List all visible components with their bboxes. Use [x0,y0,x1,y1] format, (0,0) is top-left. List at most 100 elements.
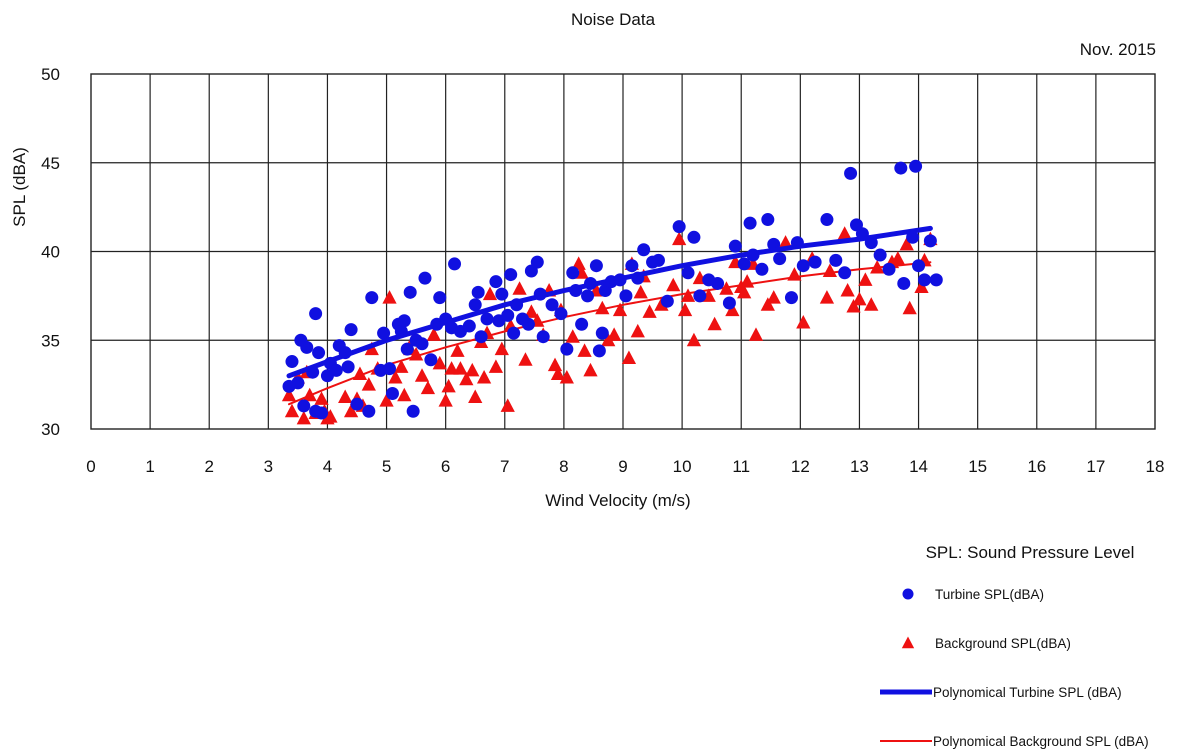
y-axis-label: SPL (dBA) [10,147,29,227]
background-spl-point [607,327,622,341]
background-spl-point [450,343,465,357]
background-spl-point [302,387,317,402]
background-spl-point [748,327,764,341]
background-spl-point [343,403,359,418]
background-spl-point [465,362,480,377]
background-spl-point [686,332,702,347]
background-spl-point [323,409,338,423]
turbine-spl-point [838,266,852,280]
background-spl-point [559,370,574,384]
background-spl-point [822,263,838,278]
turbine-spl-point [424,353,438,367]
background-spl-point [707,316,722,331]
background-spl-point [630,323,645,338]
background-spl-point [914,279,929,293]
turbine-spl-point [728,239,742,253]
background-spl-point [441,378,456,393]
turbine-spl-point [755,262,769,276]
turbine-spl-point [589,259,603,273]
grid-lines [91,74,1155,429]
background-spl-point [858,272,873,286]
chart-title: Noise Data [571,10,656,29]
turbine-spl-point [495,287,509,301]
turbine-spl-point [784,291,798,305]
turbine-spl-point [489,275,503,289]
turbine-spl-point [595,326,609,340]
turbine-spl-point [761,213,775,227]
x-tick-label: 17 [1086,457,1105,476]
turbine-spl-point [462,319,476,333]
turbine-spl-point [873,248,887,262]
turbine-spl-point [377,326,391,340]
background-spl-point [902,300,917,315]
x-tick-label: 2 [204,457,213,476]
y-tick-label: 45 [41,154,60,173]
background-spl-point [595,300,610,315]
background-spl-point [719,281,734,295]
turbine-spl-point [651,253,665,267]
background-spl-point [518,352,533,366]
background-spl-point [654,297,669,311]
turbine-spl-point [681,266,695,280]
legend-label: Turbine SPL(dBA) [935,587,1044,602]
x-tick-label: 12 [791,457,810,476]
turbine-spl-point [566,266,580,280]
turbine-spl-point [504,268,518,282]
turbine-spl-point [693,289,707,303]
turbine-spl-point [660,294,674,308]
turbine-spl-point [403,285,417,299]
background-spl-point [621,350,637,364]
background-spl-point [468,389,483,404]
x-tick-label: 5 [382,457,391,476]
turbine-spl-point [619,289,633,303]
turbine-spl-point [362,404,376,418]
background-spl-point [672,231,687,246]
turbine-spl-point [711,276,725,290]
background-spl-point [426,327,441,341]
background-spl-point [296,410,311,425]
background-spl-point [642,304,657,318]
turbine-spl-point [672,220,686,234]
turbine-spl-point [743,216,757,230]
x-tick-label: 18 [1146,457,1165,476]
background-spl-point [583,362,598,377]
x-tick-label: 11 [732,457,750,476]
background-spl-point [612,302,628,317]
turbine-spl-point [625,259,639,273]
turbine-spl-point [897,276,911,290]
background-spl-point [494,341,509,356]
data-markers [281,159,943,425]
background-spl-point [680,288,696,302]
background-spl-point [284,403,300,418]
turbine-spl-point [929,273,943,287]
turbine-spl-point [350,397,364,411]
turbine-spl-point [592,344,606,358]
x-tick-label: 7 [500,457,509,476]
turbine-spl-point [923,234,937,248]
background-spl-point [796,315,811,329]
turbine-spl-point [554,307,568,321]
turbine-spl-point [329,363,343,377]
background-spl-point [432,355,447,370]
y-tick-label: 40 [41,243,60,262]
turbine-spl-point [341,360,355,374]
turbine-spl-point [501,308,515,322]
plot-area [90,73,1156,430]
background-spl-point [438,393,453,407]
turbine-spl-point [530,255,544,269]
legend-triangle-marker [901,636,915,649]
background-spl-point [846,299,861,313]
background-spl-point [281,387,297,402]
turbine-spl-point [397,314,411,328]
background-spl-point [394,359,409,373]
x-tick-labels: 0 1 2 3 4 5 6 7 8 9 10 11 12 13 14 15 16 17 18 [86,457,1164,476]
turbine-spl-point [820,213,834,227]
x-tick-label: 16 [1027,457,1046,476]
turbine-spl-point [468,298,482,312]
turbine-spl-point [309,307,323,321]
turbine-spl-point [545,298,559,312]
turbine-spl-point [560,342,574,356]
turbine-spl-point [882,262,896,276]
legend-item: Polynomical Background SPL (dBA) [880,734,1149,749]
turbine-spl-point [581,289,595,303]
